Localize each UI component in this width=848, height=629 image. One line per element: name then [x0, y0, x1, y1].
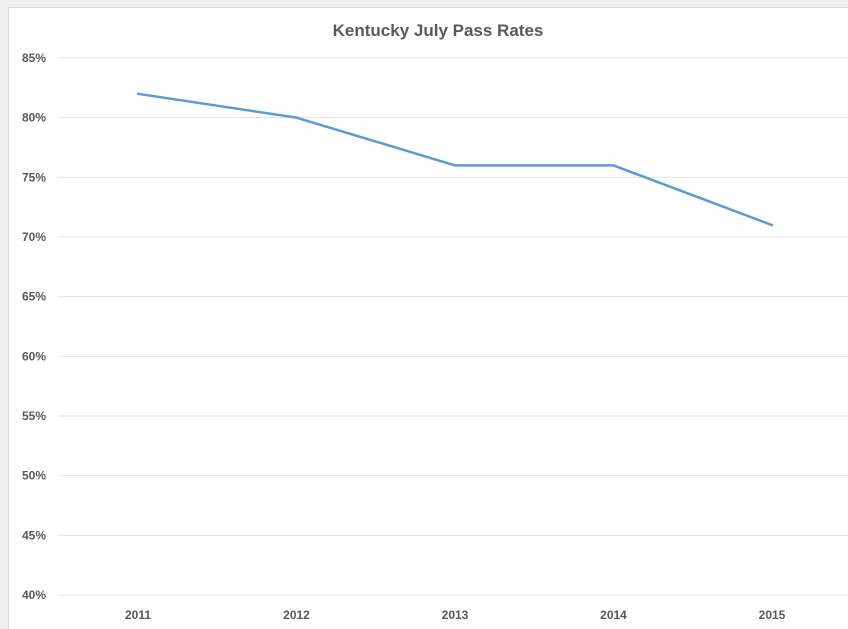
x-axis-ticks: 2011 2012 2013 2014 2015 — [125, 608, 786, 622]
series-layer — [136, 92, 774, 227]
x-tick-label: 2013 — [442, 608, 469, 622]
y-tick-label: 55% — [22, 409, 46, 423]
y-tick-label: 80% — [22, 111, 46, 125]
x-tick-label: 2015 — [759, 608, 786, 622]
x-tick-label: 2012 — [283, 608, 310, 622]
y-tick-label: 70% — [22, 230, 46, 244]
series-line-0 — [136, 92, 774, 227]
y-tick-label: 40% — [22, 588, 46, 602]
x-tick-label: 2011 — [125, 608, 151, 622]
x-tick-label: 2014 — [600, 608, 627, 622]
y-axis-ticks: 40% 45% 50% 55% 60% 65% 70% 75% 80% 85% — [22, 51, 46, 602]
y-tick-label: 50% — [22, 469, 46, 483]
gridlines — [58, 57, 848, 596]
y-tick-label: 45% — [22, 528, 46, 542]
y-tick-label: 65% — [22, 290, 46, 304]
y-tick-label: 60% — [22, 349, 46, 363]
y-tick-label: 75% — [22, 170, 46, 184]
chart-title: Kentucky July Pass Rates — [333, 21, 544, 40]
chart-area — [8, 7, 848, 629]
y-tick-label: 85% — [22, 51, 46, 65]
